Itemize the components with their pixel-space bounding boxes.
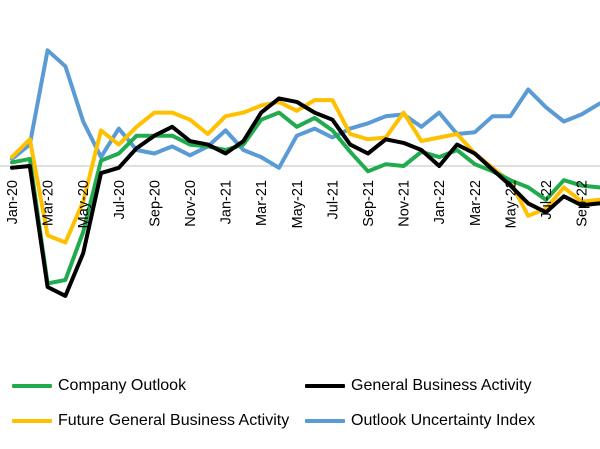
x-tick-label: Jan-22 bbox=[432, 180, 448, 224]
legend-label-general-business-activity: General Business Activity bbox=[351, 377, 532, 394]
series-line-general-business-activity bbox=[10, 96, 600, 298]
x-tick-label: Sep-20 bbox=[147, 180, 163, 227]
x-tick-label: Nov-21 bbox=[397, 180, 413, 227]
legend-swatch-general-business-activity bbox=[305, 384, 345, 388]
x-tick-label: Jan-20 bbox=[5, 180, 21, 224]
x-tick-label: Jan-21 bbox=[219, 180, 235, 224]
legend-swatch-future-general-business-activity bbox=[12, 419, 52, 423]
x-tick-label: Jul-22 bbox=[539, 180, 555, 220]
legend-item-outlook-uncertainty-index: Outlook Uncertainty Index bbox=[305, 412, 535, 430]
legend-label-future-general-business-activity: Future General Business Activity bbox=[58, 412, 290, 429]
x-tick-label: May-20 bbox=[76, 180, 92, 228]
legend-swatch-company-outlook bbox=[12, 384, 52, 388]
x-tick-label: Sep-22 bbox=[575, 180, 591, 227]
legend-swatch-outlook-uncertainty-index bbox=[305, 419, 345, 423]
legend-item-company-outlook: Company Outlook bbox=[12, 377, 186, 395]
legend-label-company-outlook: Company Outlook bbox=[58, 377, 187, 394]
x-tick-label: Jul-20 bbox=[112, 180, 128, 220]
x-tick-label: Nov-20 bbox=[183, 180, 199, 227]
legend: Company Outlook General Business Activit… bbox=[0, 368, 600, 448]
x-tick-label: Jul-21 bbox=[325, 180, 341, 220]
legend-item-future-general-business-activity: Future General Business Activity bbox=[12, 412, 289, 430]
x-tick-label: Sep-21 bbox=[361, 180, 377, 227]
x-tick-label: Mar-22 bbox=[468, 180, 484, 226]
legend-label-outlook-uncertainty-index: Outlook Uncertainty Index bbox=[351, 412, 536, 429]
x-tick-label: Mar-20 bbox=[41, 180, 57, 226]
legend-item-general-business-activity: General Business Activity bbox=[305, 377, 532, 395]
series-layer bbox=[10, 48, 600, 298]
x-tick-label: Mar-21 bbox=[254, 180, 270, 226]
series-line-outlook-uncertainty-index bbox=[10, 48, 600, 170]
x-tick-labels: Jan-20 Mar-20 May-20 Jul-20 Sep-20 Nov-20 Jan-… bbox=[5, 180, 591, 228]
x-tick-label: May-22 bbox=[503, 180, 519, 228]
x-tick-label: May-21 bbox=[290, 180, 306, 228]
